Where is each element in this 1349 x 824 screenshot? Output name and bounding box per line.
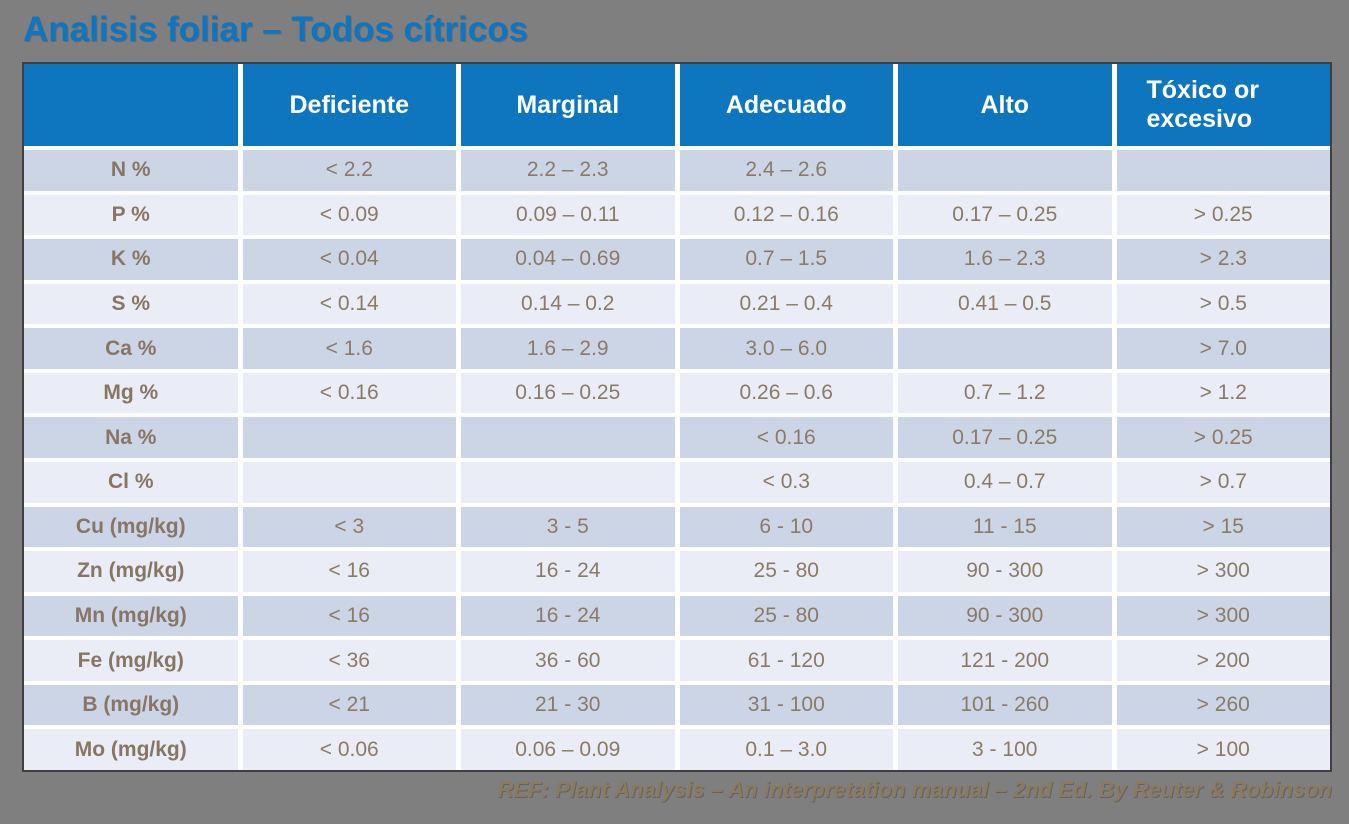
table-cell-mg-adecuado: 0.26 – 0.6: [679, 372, 893, 414]
table-cell-b-mg-kg-alto: 101 - 260: [898, 684, 1112, 726]
table-cell-b-mg-kg-t-xico-or-excesivo: > 260: [1116, 684, 1330, 726]
table-cell-mn-mg-kg-alto: 90 - 300: [898, 595, 1112, 637]
row-label-s: S %: [24, 283, 238, 325]
table-cell-k-adecuado: 0.7 – 1.5: [679, 239, 893, 280]
table-cell-mo-mg-kg-marginal: 0.06 – 0.09: [461, 729, 675, 770]
table-cell-b-mg-kg-adecuado: 31 - 100: [679, 684, 893, 726]
table-cell-n-t-xico-or-excesivo: [1116, 150, 1330, 191]
row-label-cu-mg-kg: Cu (mg/kg): [24, 506, 238, 548]
column-header-t-xico-or-excesivo: Tóxico or excesivo: [1116, 64, 1330, 146]
table-cell-ca-marginal: 1.6 – 2.9: [461, 328, 675, 369]
table-cell-na-deficiente: [242, 417, 456, 458]
table-cell-fe-mg-kg-marginal: 36 - 60: [461, 640, 675, 681]
table-cell-mn-mg-kg-deficiente: < 16: [242, 595, 456, 637]
column-header-deficiente: Deficiente: [242, 64, 456, 146]
row-label-mn-mg-kg: Mn (mg/kg): [24, 595, 238, 637]
table-cell-k-marginal: 0.04 – 0.69: [461, 239, 675, 280]
table-cell-s-adecuado: 0.21 – 0.4: [679, 283, 893, 325]
table-cell-zn-mg-kg-alto: 90 - 300: [898, 551, 1112, 592]
table-cell-mg-marginal: 0.16 – 0.25: [461, 372, 675, 414]
table-cell-zn-mg-kg-t-xico-or-excesivo: > 300: [1116, 551, 1330, 592]
column-header-alto: Alto: [898, 64, 1112, 146]
table-cell-mo-mg-kg-adecuado: 0.1 – 3.0: [679, 729, 893, 770]
table-cell-mg-t-xico-or-excesivo: > 1.2: [1116, 372, 1330, 414]
table-cell-mn-mg-kg-adecuado: 25 - 80: [679, 595, 893, 637]
table-cell-ca-alto: [898, 328, 1112, 369]
row-label-ca: Ca %: [24, 328, 238, 369]
table-cell-b-mg-kg-deficiente: < 21: [242, 684, 456, 726]
table-cell-mn-mg-kg-t-xico-or-excesivo: > 300: [1116, 595, 1330, 637]
table-cell-s-alto: 0.41 – 0.5: [898, 283, 1112, 325]
table-cell-cl-t-xico-or-excesivo: > 0.7: [1116, 462, 1330, 503]
row-label-mo-mg-kg: Mo (mg/kg): [24, 729, 238, 770]
table-cell-cu-mg-kg-alto: 11 - 15: [898, 506, 1112, 548]
table-cell-p-marginal: 0.09 – 0.11: [461, 194, 675, 236]
row-label-na: Na %: [24, 417, 238, 458]
table-cell-cu-mg-kg-deficiente: < 3: [242, 506, 456, 548]
table-cell-cu-mg-kg-t-xico-or-excesivo: > 15: [1116, 506, 1330, 548]
foliar-analysis-table: Deficiente Marginal Adecuado Alto Tóxico or …: [22, 62, 1332, 772]
table-cell-zn-mg-kg-deficiente: < 16: [242, 551, 456, 592]
row-label-mg: Mg %: [24, 372, 238, 414]
table-cell-ca-adecuado: 3.0 – 6.0: [679, 328, 893, 369]
table-cell-mo-mg-kg-t-xico-or-excesivo: > 100: [1116, 729, 1330, 770]
table-cell-fe-mg-kg-deficiente: < 36: [242, 640, 456, 681]
table-cell-mn-mg-kg-marginal: 16 - 24: [461, 595, 675, 637]
reference-text: REF: Plant Analysis – An interpretation …: [497, 777, 1333, 802]
table-cell-s-t-xico-or-excesivo: > 0.5: [1116, 283, 1330, 325]
table-cell-n-alto: [898, 150, 1112, 191]
table-cell-ca-deficiente: < 1.6: [242, 328, 456, 369]
table-cell-n-deficiente: < 2.2: [242, 150, 456, 191]
table-cell-cu-mg-kg-marginal: 3 - 5: [461, 506, 675, 548]
table-cell-fe-mg-kg-adecuado: 61 - 120: [679, 640, 893, 681]
table-cell-k-deficiente: < 0.04: [242, 239, 456, 280]
table-cell-na-adecuado: < 0.16: [679, 417, 893, 458]
table-cell-cu-mg-kg-adecuado: 6 - 10: [679, 506, 893, 548]
table-cell-s-deficiente: < 0.14: [242, 283, 456, 325]
row-label-k: K %: [24, 239, 238, 280]
row-label-p: P %: [24, 194, 238, 236]
table-cell-cl-adecuado: < 0.3: [679, 462, 893, 503]
table-cell-p-t-xico-or-excesivo: > 0.25: [1116, 194, 1330, 236]
row-label-fe-mg-kg: Fe (mg/kg): [24, 640, 238, 681]
table-cell-na-t-xico-or-excesivo: > 0.25: [1116, 417, 1330, 458]
column-header-marginal: Marginal: [461, 64, 675, 146]
table-cell-cl-marginal: [461, 462, 675, 503]
table-cell-k-t-xico-or-excesivo: > 2.3: [1116, 239, 1330, 280]
table-cell-fe-mg-kg-t-xico-or-excesivo: > 200: [1116, 640, 1330, 681]
table-cell-s-marginal: 0.14 – 0.2: [461, 283, 675, 325]
table-cell-mg-alto: 0.7 – 1.2: [898, 372, 1112, 414]
table-cell-n-adecuado: 2.4 – 2.6: [679, 150, 893, 191]
column-header-blank: [24, 64, 238, 146]
table-cell-fe-mg-kg-alto: 121 - 200: [898, 640, 1112, 681]
table-cell-mg-deficiente: < 0.16: [242, 372, 456, 414]
table-cell-p-alto: 0.17 – 0.25: [898, 194, 1112, 236]
table-cell-mo-mg-kg-deficiente: < 0.06: [242, 729, 456, 770]
row-label-zn-mg-kg: Zn (mg/kg): [24, 551, 238, 592]
table-cell-cl-deficiente: [242, 462, 456, 503]
row-label-n: N %: [24, 150, 238, 191]
row-label-b-mg-kg: B (mg/kg): [24, 684, 238, 726]
page-title: Analisis foliar – Todos cítricos: [23, 10, 529, 49]
table-cell-zn-mg-kg-adecuado: 25 - 80: [679, 551, 893, 592]
column-header-adecuado: Adecuado: [679, 64, 893, 146]
table-cell-p-adecuado: 0.12 – 0.16: [679, 194, 893, 236]
table-cell-b-mg-kg-marginal: 21 - 30: [461, 684, 675, 726]
table-cell-k-alto: 1.6 – 2.3: [898, 239, 1112, 280]
table-cell-cl-alto: 0.4 – 0.7: [898, 462, 1112, 503]
table-cell-p-deficiente: < 0.09: [242, 194, 456, 236]
table-cell-ca-t-xico-or-excesivo: > 7.0: [1116, 328, 1330, 369]
table-cell-na-marginal: [461, 417, 675, 458]
row-label-cl: Cl %: [24, 462, 238, 503]
table-cell-n-marginal: 2.2 – 2.3: [461, 150, 675, 191]
table-cell-na-alto: 0.17 – 0.25: [898, 417, 1112, 458]
table-cell-mo-mg-kg-alto: 3 - 100: [898, 729, 1112, 770]
table-cell-zn-mg-kg-marginal: 16 - 24: [461, 551, 675, 592]
